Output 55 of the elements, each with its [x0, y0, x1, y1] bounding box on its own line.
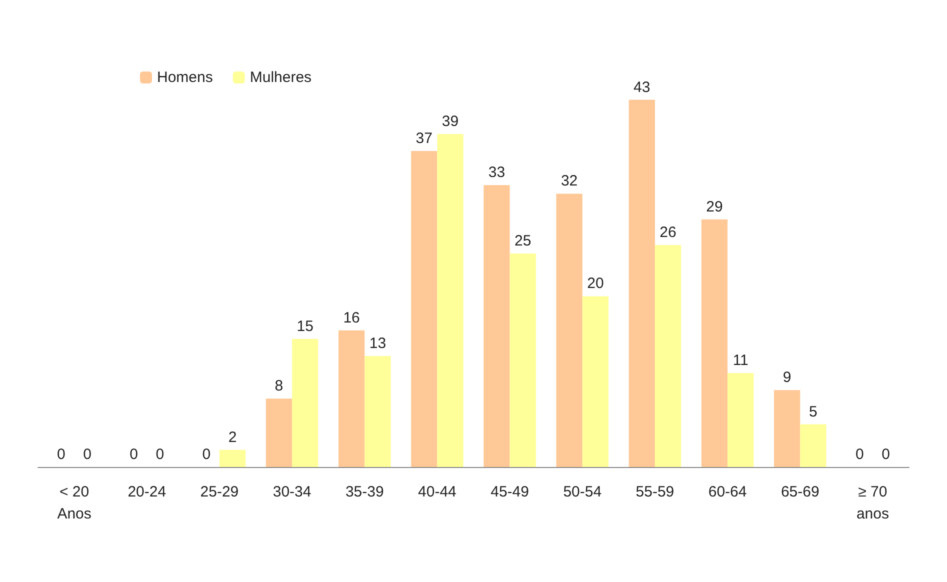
- data-label: 0: [156, 446, 164, 463]
- data-label: 32: [560, 172, 578, 190]
- legend-label: Mulheres: [250, 69, 312, 86]
- data-label: 0: [83, 446, 92, 463]
- data-label: 0: [130, 446, 138, 463]
- bar: [411, 151, 438, 467]
- data-label: 29: [706, 198, 723, 216]
- x-tick-label: ≥ 70 anos: [856, 484, 889, 522]
- bar: [364, 356, 391, 467]
- bar: [774, 390, 800, 467]
- x-tick-label: 50-54: [563, 484, 602, 500]
- x-tick-label: 25-29: [200, 484, 239, 500]
- data-label: 0: [57, 446, 66, 463]
- bar: [437, 134, 464, 467]
- x-tick-label: 60-64: [708, 484, 747, 500]
- x-tick-label: 65-69: [780, 484, 820, 500]
- bar: [556, 194, 582, 467]
- data-label: 25: [514, 232, 532, 250]
- x-tick-label: 45-49: [490, 484, 529, 500]
- x-tick-label: 40-44: [418, 484, 456, 500]
- x-tick-label: < 20 Anos: [57, 484, 92, 522]
- data-label: 37: [416, 130, 432, 148]
- bar: [701, 219, 728, 467]
- bar: [219, 450, 246, 467]
- data-label: 33: [488, 164, 506, 182]
- data-label: 8: [274, 378, 284, 395]
- data-label: 13: [369, 334, 386, 352]
- data-label: 26: [660, 224, 676, 241]
- data-label: 2: [228, 428, 237, 446]
- bar: [800, 424, 826, 467]
- data-label: 11: [732, 352, 748, 370]
- bar: [266, 398, 292, 467]
- bar: [292, 338, 318, 467]
- x-tick-label: 55-59: [636, 484, 674, 500]
- x-tick-label: 30-34: [272, 484, 312, 500]
- x-tick-label: 20-24: [128, 484, 166, 500]
- data-label: 0: [882, 446, 890, 463]
- bar: [654, 244, 682, 467]
- bar: [484, 185, 510, 467]
- legend-label: Homens: [157, 69, 213, 86]
- bar: [338, 330, 365, 467]
- data-label: 20: [587, 275, 604, 292]
- x-tick-label: 35-39: [345, 484, 384, 500]
- data-label: 0: [202, 446, 211, 463]
- bar: [628, 100, 655, 467]
- bar: [728, 373, 754, 467]
- data-label: 5: [809, 403, 818, 420]
- data-label: 0: [855, 446, 864, 463]
- data-label: 16: [343, 309, 360, 326]
- data-label: 39: [442, 112, 459, 130]
- data-label: 43: [634, 78, 650, 96]
- data-label: 9: [782, 369, 792, 386]
- data-label: 15: [296, 318, 314, 335]
- bar: [582, 296, 609, 467]
- bar: [510, 254, 536, 467]
